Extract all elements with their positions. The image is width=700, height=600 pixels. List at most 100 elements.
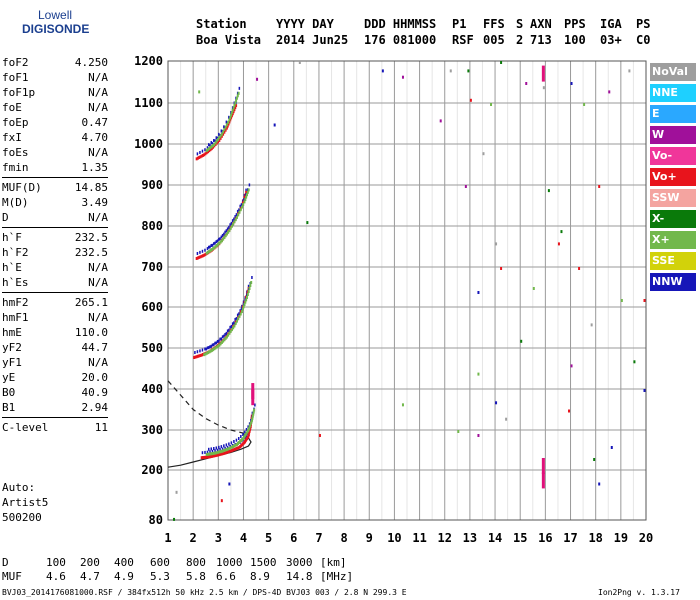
trace-point-nnw <box>207 143 210 147</box>
header-value-1: 2014 Jun25 <box>276 33 349 47</box>
trace-point <box>208 452 211 456</box>
noise-point <box>273 123 276 127</box>
y-tick-label: 80 <box>149 513 163 527</box>
footer-d-value: 1000 <box>216 556 243 569</box>
trace-point <box>236 94 239 98</box>
trace-point <box>205 251 208 255</box>
trace-point <box>215 243 218 247</box>
x-tick-label: 8 <box>340 531 347 545</box>
trace-point <box>229 446 232 450</box>
trace-point <box>243 196 246 200</box>
trace-point-nnw <box>205 347 207 351</box>
trace-point <box>222 132 225 136</box>
trace-point-nnw <box>216 339 219 343</box>
param-name: M(D) <box>2 196 29 209</box>
param-value: 14.85 <box>74 181 108 194</box>
trace-point <box>212 145 215 149</box>
trace-point-nnw <box>242 433 244 436</box>
trace-point <box>229 329 232 333</box>
trace-point-nnw <box>225 331 228 335</box>
param-name: fmin <box>2 161 29 174</box>
trace-point <box>230 224 233 228</box>
param-row: foF1 N/A <box>2 70 108 85</box>
footer-d-value: 3000 <box>286 556 313 569</box>
param-row: foF2 4.250 <box>2 55 108 70</box>
footer-d-value: 600 <box>150 556 170 569</box>
trace-point <box>214 451 217 455</box>
param-row: hmE 110.0 <box>2 325 108 340</box>
trace-point <box>235 96 238 100</box>
param-value: N/A <box>88 101 108 114</box>
x-tick-label: 17 <box>563 531 577 545</box>
trace-point <box>205 151 208 155</box>
header-label-1: YYYY DAY <box>276 17 334 31</box>
noise-point <box>633 360 636 364</box>
trace-point <box>210 248 213 252</box>
trace-point <box>224 448 227 452</box>
noise-point <box>495 401 498 405</box>
param-value: 232.5 <box>74 231 108 244</box>
footer-muf-label: MUF <box>2 570 22 583</box>
param-value: N/A <box>88 261 108 274</box>
trace-point <box>223 448 226 452</box>
trace-point <box>229 449 232 453</box>
noise-point <box>457 430 460 433</box>
trace-point-nnw <box>194 351 196 355</box>
trace-point-nnw <box>228 115 230 119</box>
trace-point <box>229 116 232 120</box>
x-tick-label: 6 <box>290 531 297 545</box>
trace-point <box>217 242 220 246</box>
trace-point <box>213 347 216 351</box>
trace-point <box>219 342 222 346</box>
trace-point <box>240 439 243 442</box>
trace-point <box>238 210 241 214</box>
trace-point <box>218 138 221 142</box>
trace-point-nnw <box>211 142 214 146</box>
param-name: foF1p <box>2 86 36 99</box>
param-name: D <box>2 211 9 224</box>
trace-point-nnw <box>206 346 209 350</box>
trace-point-nnw <box>224 230 226 234</box>
y-tick-label: 800 <box>141 219 163 233</box>
trace-point <box>253 408 256 412</box>
footer-muf-value: 4.6 <box>46 570 66 583</box>
header-value-6: 713 <box>530 33 552 47</box>
param-name: h`Es <box>2 276 29 289</box>
y-tick-label: 1100 <box>134 96 163 110</box>
noise-point <box>469 98 472 102</box>
trace-point <box>228 118 231 122</box>
trace-point <box>193 356 196 360</box>
legend: NoVal NNE E W Vo- Vo+ SSW X- X+ SSE NNW <box>650 63 696 294</box>
autoscaling-info: Auto: Artist5 500200 <box>2 480 48 525</box>
trace-point-nnw <box>213 139 215 143</box>
footer-muf-value: 4.9 <box>114 570 134 583</box>
trace-point-nnw <box>215 136 218 140</box>
param-row: MUF(D) 14.85 <box>2 180 108 195</box>
trace-point-nnw <box>236 209 239 213</box>
x-tick-label: 11 <box>412 531 426 545</box>
header-value-0: Boa Vista <box>196 33 262 47</box>
trace-point-nnw <box>247 284 250 288</box>
x-tick-label: 4 <box>240 531 247 545</box>
param-row: yE 20.0 <box>2 370 108 385</box>
trace-point <box>232 222 235 226</box>
x-tick-label: 3 <box>215 531 222 545</box>
trace-point-nnw <box>204 450 206 454</box>
param-row: h`E N/A <box>2 260 108 275</box>
x-tick-label: 14 <box>488 531 502 545</box>
trace-point-nnw <box>209 345 211 349</box>
trace-point <box>203 353 206 357</box>
trace-point <box>208 455 211 459</box>
trace-point <box>248 431 251 435</box>
logo-line1: Lowell <box>38 8 73 22</box>
trace-point <box>232 448 235 452</box>
trace-point-nnw <box>210 344 213 348</box>
trace-point-nnw <box>206 450 209 454</box>
trace-point <box>210 147 213 151</box>
trace-point <box>235 443 238 446</box>
trace-point-nnw <box>233 217 235 221</box>
trace-point <box>205 149 208 153</box>
trace-point-nnw <box>211 243 214 247</box>
noise-point <box>643 299 646 302</box>
